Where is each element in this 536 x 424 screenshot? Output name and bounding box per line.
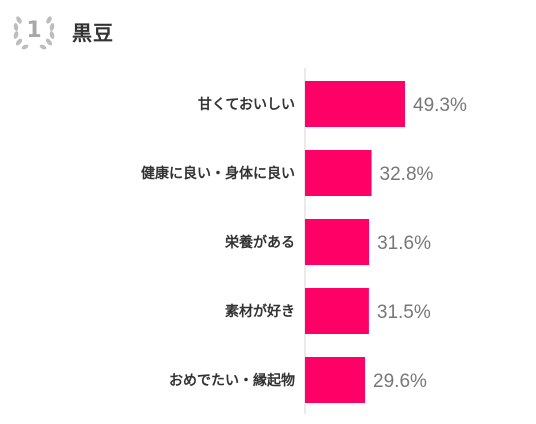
bar [305, 219, 370, 265]
value-label: 32.8% [380, 164, 434, 185]
chart-header: 1 黒豆 [10, 10, 114, 52]
laurel-wreath-icon [13, 16, 55, 50]
value-label: 49.3% [413, 95, 467, 116]
category-label: おめでたい・縁起物 [169, 372, 295, 389]
category-label: 栄養がある [224, 234, 295, 251]
category-label: 健康に良い・身体に良い [141, 165, 295, 182]
bar [305, 81, 405, 127]
bar [305, 357, 366, 403]
bar [305, 288, 369, 334]
rank-badge: 1 [10, 10, 58, 52]
value-label: 31.5% [377, 302, 431, 323]
category-label: 甘くておいしい [198, 96, 295, 113]
bar [305, 150, 372, 196]
rank-number: 1 [26, 18, 42, 43]
category-label: 素材が好き [225, 303, 295, 320]
bars-group: 甘くておいしい 49.3% 健康に良い・身体に良い 32.8% 栄養がある 31.6% 素材… [141, 81, 467, 403]
chart-title: 黒豆 [72, 20, 114, 45]
value-label: 29.6% [373, 371, 427, 392]
value-label: 31.6% [377, 233, 431, 254]
